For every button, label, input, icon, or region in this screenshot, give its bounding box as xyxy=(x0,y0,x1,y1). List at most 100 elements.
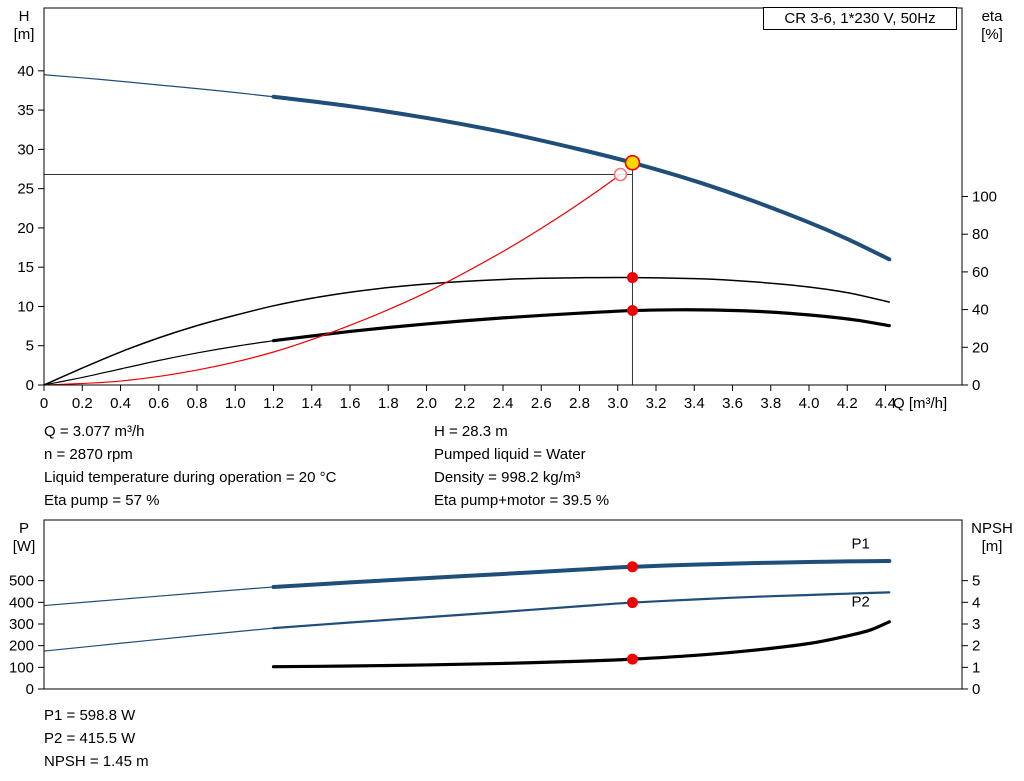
x-tick-label: 3.8 xyxy=(760,395,781,412)
duty-speed-text: n = 2870 rpm xyxy=(44,446,133,463)
x-tick-label: 2.8 xyxy=(569,395,590,412)
y-left-axis-unit: [W] xyxy=(13,538,36,555)
y-left-tick-label: 500 xyxy=(9,573,34,590)
y-left-tick-label: 300 xyxy=(9,616,34,633)
p1-point xyxy=(626,561,638,573)
p2-value-text: P2 = 415.5 W xyxy=(44,730,136,747)
y-right-axis-unit: [%] xyxy=(981,26,1003,43)
x-tick-label: 2.2 xyxy=(454,395,475,412)
p1-value-text: P1 = 598.8 W xyxy=(44,707,136,724)
npsh-value-text: NPSH = 1.45 m xyxy=(44,753,149,770)
y-right-tick-label: 5 xyxy=(972,573,980,590)
hq-eta-chart-plot-area[interactable] xyxy=(44,8,962,385)
power-info-column: P1 = 598.8 W P2 = 415.5 W NPSH = 1.45 m xyxy=(44,704,149,773)
eta-pump-motor-point xyxy=(626,305,638,317)
y-right-tick-label: 1 xyxy=(972,659,980,676)
x-tick-label: 0 xyxy=(40,395,48,412)
y-left-tick-label: 35 xyxy=(17,102,34,119)
power-npsh-chart: P1 P2 0 100 200 300 400 500 0 1 2 3 4 5 P[W] NPSH[m] xyxy=(9,519,1013,698)
hq-eta-chart: 0 0.2 0.4 0.6 0.8 1.0 1.2 1.4 1.6 1.8 2.0 2.2 2.4 2.6… xyxy=(14,7,1004,412)
x-tick-label: 4.0 xyxy=(799,395,820,412)
y-right-tick-label: 4 xyxy=(972,594,980,611)
y-right-axis-unit: [m] xyxy=(982,538,1003,555)
x-tick-label: 3.4 xyxy=(684,395,705,412)
p1-curve xyxy=(271,558,892,589)
x-tick-label: 1.0 xyxy=(225,395,246,412)
x-axis-title: Q [m³/h] xyxy=(893,395,947,412)
y-right-axis-title: NPSH xyxy=(971,520,1013,537)
y-left-tick-label: 40 xyxy=(17,63,34,80)
p1-curve-extension xyxy=(43,586,275,607)
power-npsh-chart-plot-area[interactable] xyxy=(44,520,962,689)
p1-curve-label: P1 xyxy=(851,536,869,553)
x-tick-label: 2.6 xyxy=(531,395,552,412)
x-tick-label: 4.2 xyxy=(837,395,858,412)
x-tick-label: 0.2 xyxy=(72,395,93,412)
y-right-tick-label: 3 xyxy=(972,616,980,633)
duty-temperature-text: Liquid temperature during operation = 20… xyxy=(44,469,337,486)
y-left-tick-label: 0 xyxy=(26,377,34,394)
y-left-tick-label: 400 xyxy=(9,594,34,611)
x-tick-label: 1.6 xyxy=(340,395,361,412)
pumped-liquid-text: Pumped liquid = Water xyxy=(434,446,586,463)
y-right-tick-label: 0 xyxy=(972,681,980,698)
x-tick-label: 2.4 xyxy=(493,395,514,412)
pump-title: CR 3-6, 1*230 V, 50Hz xyxy=(784,10,935,27)
duty-info-column-left: Q = 3.077 m³/h n = 2870 rpm Liquid tempe… xyxy=(44,420,336,512)
p2-curve-label: P2 xyxy=(851,594,869,611)
duty-flow-text: Q = 3.077 m³/h xyxy=(44,423,145,440)
y-left-axis-title: H xyxy=(19,8,30,25)
y-left-tick-label: 5 xyxy=(26,338,34,355)
y-left-tick-label: 25 xyxy=(17,181,34,198)
x-tick-label: 1.8 xyxy=(378,395,399,412)
y-right-tick-label: 100 xyxy=(972,189,997,206)
y-left-tick-label: 15 xyxy=(17,259,34,276)
system-curve xyxy=(43,173,622,386)
p2-point xyxy=(626,597,638,609)
y-left-tick-label: 200 xyxy=(9,638,34,655)
x-tick-label: 4.4 xyxy=(875,395,896,412)
y-right-tick-label: 40 xyxy=(972,302,989,319)
duty-point[interactable] xyxy=(624,154,641,171)
duty-head-text: H = 28.3 m xyxy=(434,423,508,440)
npsh-point xyxy=(626,653,638,665)
power-npsh-chart-frame xyxy=(43,519,963,690)
npsh-curve xyxy=(271,620,891,669)
x-tick-label: 0.8 xyxy=(187,395,208,412)
y-right-tick-label: 60 xyxy=(972,264,989,281)
y-left-tick-label: 100 xyxy=(9,659,34,676)
x-tick-label: 1.2 xyxy=(263,395,284,412)
y-right-tick-label: 80 xyxy=(972,226,989,243)
p2-curve-extension xyxy=(43,627,275,652)
eta-pump-motor-curve xyxy=(271,308,891,343)
x-tick-label: 3.0 xyxy=(607,395,628,412)
x-tick-label: 0.4 xyxy=(110,395,131,412)
duty-info-column-right: H = 28.3 m Pumped liquid = Water Density… xyxy=(434,420,609,512)
y-right-axis-title: eta xyxy=(982,8,1004,25)
x-tick-label: 2.0 xyxy=(416,395,437,412)
x-tick-label: 3.6 xyxy=(722,395,743,412)
y-left-axis-unit: [m] xyxy=(14,26,35,43)
duty-eta-pump-motor-text: Eta pump+motor = 39.5 % xyxy=(434,492,610,509)
y-left-axis-title: P xyxy=(19,520,29,537)
y-left-tick-label: 0 xyxy=(26,681,34,698)
system-curve-point xyxy=(613,167,628,182)
pump-title-box xyxy=(763,7,957,30)
x-tick-label: 0.6 xyxy=(148,395,169,412)
p2-curve xyxy=(272,591,891,630)
eta-pump-motor-extension xyxy=(43,340,275,386)
density-text: Density = 998.2 kg/m³ xyxy=(434,469,581,486)
y-right-tick-label: 2 xyxy=(972,638,980,655)
duty-eta-pump-text: Eta pump = 57 % xyxy=(44,492,160,509)
y-right-tick-label: 0 xyxy=(972,377,980,394)
y-left-tick-label: 10 xyxy=(17,298,34,315)
y-right-tick-label: 20 xyxy=(972,339,989,356)
eta-pump-point xyxy=(626,272,638,284)
x-tick-label: 1.4 xyxy=(301,395,322,412)
h-curve-extension xyxy=(43,74,275,98)
y-left-tick-label: 20 xyxy=(17,220,34,237)
x-tick-label: 3.2 xyxy=(646,395,667,412)
y-left-tick-label: 30 xyxy=(17,141,34,158)
